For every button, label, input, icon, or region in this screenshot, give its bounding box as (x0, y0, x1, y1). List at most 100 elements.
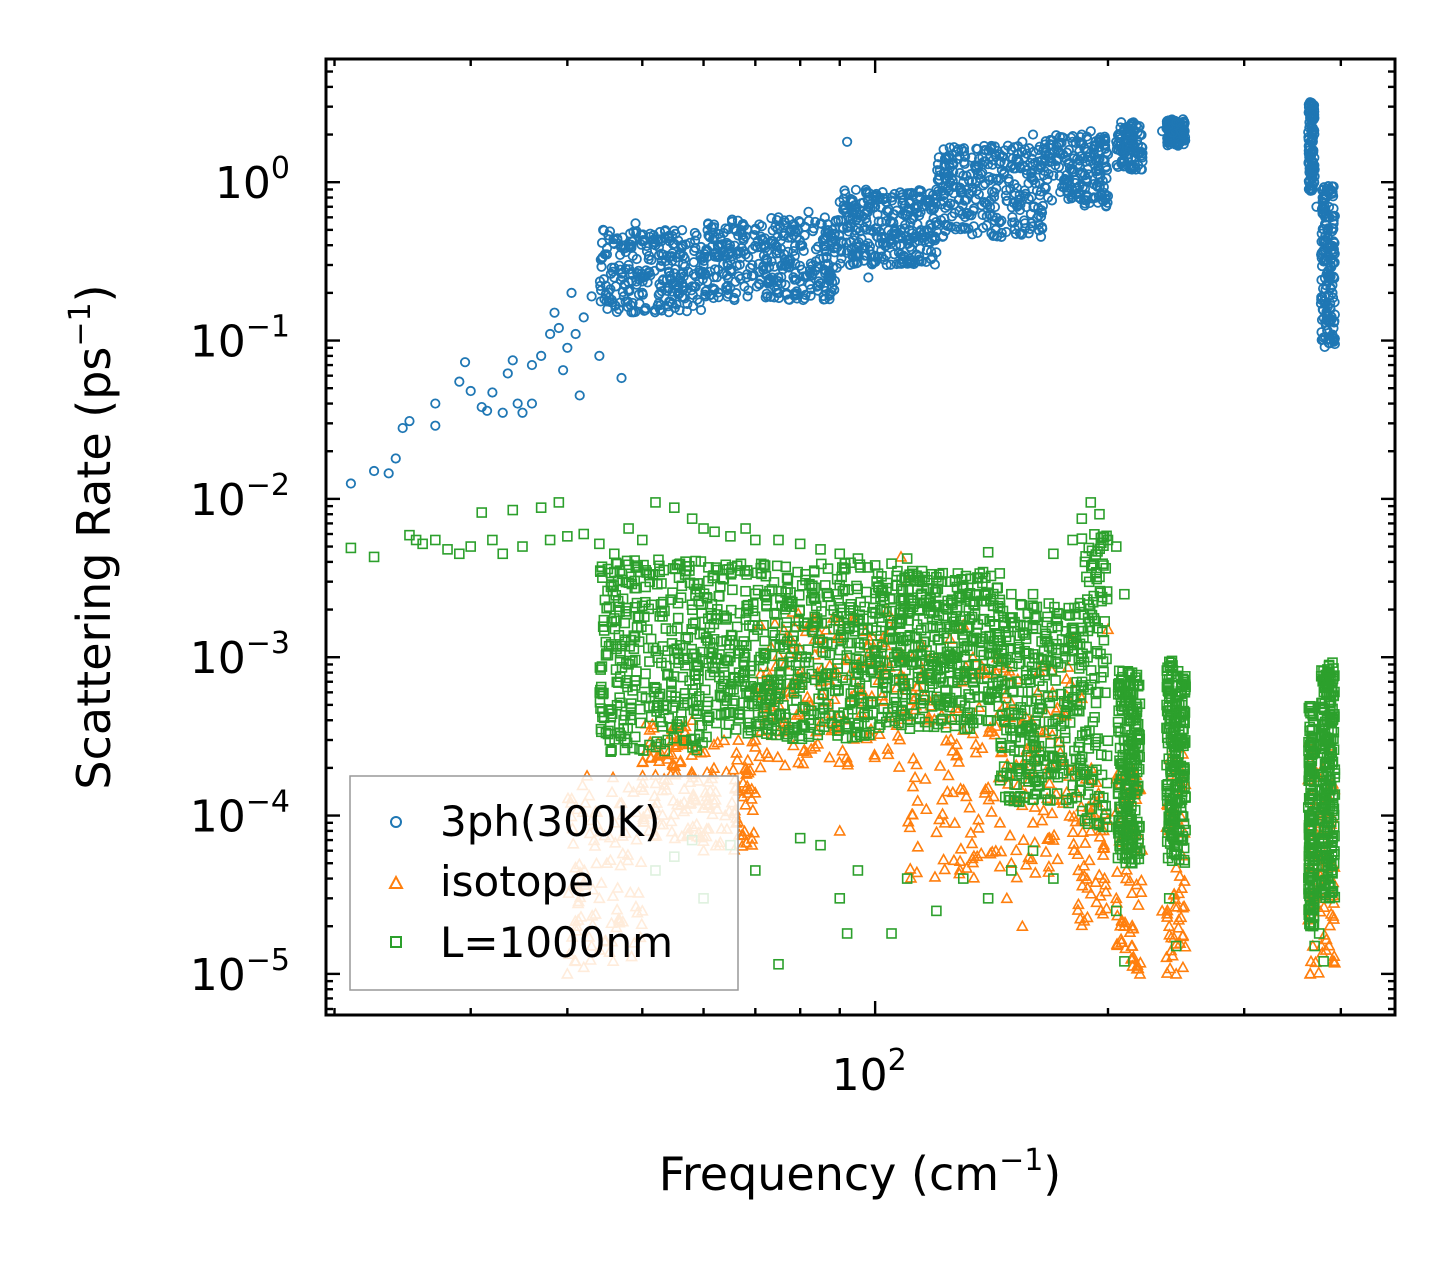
point-l-1000nm (655, 716, 667, 728)
point-3ph-300k- (821, 251, 832, 262)
point-3ph-300k- (984, 196, 995, 207)
point-3ph-300k- (808, 223, 819, 234)
point-l-1000nm (635, 717, 646, 729)
point-3ph-300k- (1025, 208, 1037, 220)
point-3ph-300k- (880, 237, 891, 248)
point-3ph-300k- (1000, 190, 1011, 201)
point-l-1000nm (663, 712, 674, 724)
point-isotope (942, 768, 955, 781)
point-3ph-300k- (939, 213, 950, 224)
point-isotope (735, 839, 749, 851)
point-isotope (1318, 928, 1331, 940)
point-3ph-300k- (941, 152, 952, 163)
point-3ph-300k- (811, 262, 823, 273)
point-l-1000nm (610, 664, 622, 675)
point-3ph-300k- (1036, 205, 1047, 216)
point-3ph-300k- (826, 286, 837, 298)
point-3ph-300k- (553, 322, 564, 334)
point-3ph-300k- (1131, 120, 1142, 131)
point-3ph-300k- (932, 159, 944, 170)
point-3ph-300k- (630, 218, 641, 229)
point-3ph-300k- (824, 288, 835, 299)
point-l-1000nm (600, 636, 612, 648)
point-isotope (753, 749, 766, 762)
point-3ph-300k- (596, 237, 608, 248)
point-3ph-300k- (850, 184, 862, 195)
point-3ph-300k- (890, 225, 901, 236)
point-l-1000nm (752, 584, 764, 596)
point-3ph-300k- (972, 227, 983, 238)
point-3ph-300k- (724, 249, 735, 260)
point-isotope (748, 740, 762, 752)
point-isotope (1110, 938, 1124, 951)
point-isotope (740, 836, 753, 848)
point-3ph-300k- (815, 218, 826, 229)
point-3ph-300k- (1325, 304, 1336, 315)
point-l-1000nm (672, 612, 684, 624)
point-3ph-300k- (945, 177, 956, 188)
point-isotope (1037, 803, 1050, 816)
point-l-1000nm (595, 703, 606, 714)
point-isotope (856, 684, 869, 696)
point-isotope (1045, 806, 1059, 819)
point-isotope (736, 776, 750, 788)
point-isotope (739, 761, 752, 773)
point-3ph-300k- (526, 359, 538, 371)
point-3ph-300k- (536, 350, 547, 361)
point-3ph-300k- (701, 244, 712, 255)
point-3ph-300k- (656, 286, 667, 297)
point-3ph-300k- (637, 234, 649, 246)
point-l-1000nm (628, 630, 640, 641)
point-3ph-300k- (841, 247, 852, 259)
point-l-1000nm (655, 738, 667, 750)
point-l-1000nm (663, 668, 674, 680)
point-l-1000nm (740, 585, 751, 597)
point-isotope (1109, 891, 1123, 904)
point-isotope (748, 733, 762, 745)
point-l-1000nm (611, 558, 623, 570)
point-l-1000nm (821, 587, 833, 599)
point-3ph-300k- (987, 173, 998, 184)
point-3ph-300k- (1309, 164, 1320, 175)
point-isotope (1155, 904, 1169, 916)
point-isotope (746, 734, 759, 747)
point-l-1000nm (983, 715, 994, 726)
point-l-1000nm (620, 677, 632, 689)
point-isotope (1081, 881, 1094, 893)
point-l-1000nm (615, 697, 626, 709)
point-l-1000nm (1043, 598, 1055, 609)
point-3ph-300k- (994, 158, 1005, 170)
point-l-1000nm (644, 656, 655, 667)
point-3ph-300k- (818, 290, 829, 302)
point-isotope (1090, 775, 1104, 788)
point-3ph-300k- (913, 201, 924, 212)
point-isotope (1000, 891, 1014, 904)
point-isotope (972, 821, 985, 833)
point-3ph-300k- (1316, 292, 1327, 303)
point-isotope (738, 824, 751, 837)
point-l-1000nm (656, 578, 667, 589)
point-3ph-300k- (1007, 212, 1018, 223)
point-isotope (1078, 869, 1091, 881)
point-3ph-300k- (615, 274, 626, 286)
point-l-1000nm (598, 614, 610, 626)
point-3ph-300k- (820, 259, 832, 270)
point-isotope (868, 748, 881, 760)
point-3ph-300k- (634, 298, 645, 309)
point-l-1000nm (749, 588, 761, 600)
point-isotope (965, 836, 979, 849)
point-3ph-300k- (1031, 185, 1043, 196)
point-3ph-300k- (681, 306, 693, 317)
point-isotope (985, 805, 998, 817)
point-isotope (919, 802, 933, 815)
point-3ph-300k- (801, 271, 812, 282)
point-l-1000nm (1017, 686, 1028, 698)
point-3ph-300k- (789, 274, 801, 285)
point-3ph-300k- (616, 240, 627, 251)
point-3ph-300k- (1318, 332, 1329, 343)
point-isotope (988, 727, 1002, 740)
point-3ph-300k- (822, 231, 833, 242)
point-3ph-300k- (622, 301, 634, 313)
point-l-1000nm (657, 596, 669, 608)
point-isotope (948, 816, 962, 828)
